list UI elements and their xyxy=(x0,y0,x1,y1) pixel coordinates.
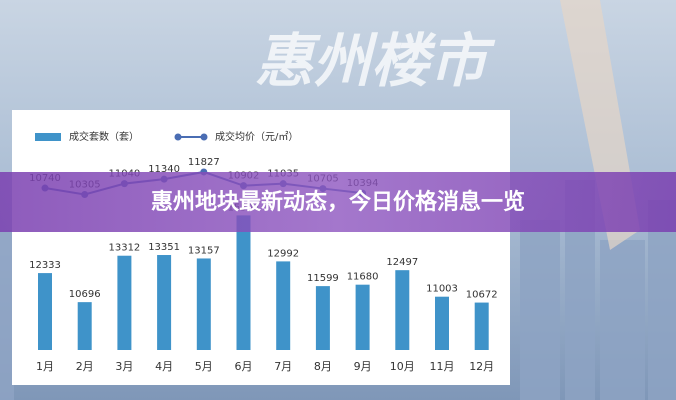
data-label: 11827 xyxy=(188,157,220,168)
headline: 惠州地块最新动态，今日价格消息一览 xyxy=(151,189,525,215)
x-tick-label: 10月 xyxy=(390,360,415,373)
legend-label: 成交均价（元/㎡） xyxy=(215,130,298,143)
data-label: 12497 xyxy=(386,257,418,268)
bar xyxy=(276,261,291,350)
x-tick-label: 3月 xyxy=(115,360,133,373)
data-label: 10696 xyxy=(69,289,101,300)
x-tick-label: 1月 xyxy=(36,360,54,373)
chart-panel xyxy=(12,110,510,385)
x-tick-label: 11月 xyxy=(430,360,455,373)
data-label: 11680 xyxy=(347,272,379,283)
bar xyxy=(77,302,92,350)
bar xyxy=(474,302,489,350)
data-label: 12333 xyxy=(29,260,61,271)
x-tick-label: 2月 xyxy=(76,360,94,373)
data-label: 10672 xyxy=(466,290,498,301)
x-tick-label: 4月 xyxy=(155,360,173,373)
legend-label: 成交套数（套） xyxy=(69,130,139,143)
x-tick-label: 6月 xyxy=(235,360,253,373)
bar xyxy=(395,270,410,350)
bar xyxy=(236,215,251,350)
bar xyxy=(157,255,172,350)
x-tick-label: 8月 xyxy=(314,360,332,373)
x-tick-label: 5月 xyxy=(195,360,213,373)
x-tick-label: 7月 xyxy=(274,360,292,373)
bar xyxy=(196,258,211,350)
legend-swatch xyxy=(35,133,61,141)
bar xyxy=(315,286,330,350)
data-label: 13351 xyxy=(148,242,180,253)
legend-swatch xyxy=(200,133,208,141)
watermark: 惠州楼市 xyxy=(255,27,496,95)
data-label: 11599 xyxy=(307,273,339,284)
bar xyxy=(117,255,132,350)
x-tick-label: 12月 xyxy=(469,360,494,373)
x-tick-label: 9月 xyxy=(354,360,372,373)
skyline xyxy=(0,180,676,400)
data-label: 13312 xyxy=(108,243,140,254)
bar xyxy=(355,284,370,350)
data-label: 11340 xyxy=(148,164,180,175)
data-label: 13157 xyxy=(188,245,220,256)
headline-band xyxy=(0,172,676,232)
legend-swatch xyxy=(174,133,182,141)
bar xyxy=(435,296,449,350)
bar xyxy=(38,273,52,350)
data-label: 12992 xyxy=(267,248,299,259)
data-label: 11003 xyxy=(426,284,458,295)
